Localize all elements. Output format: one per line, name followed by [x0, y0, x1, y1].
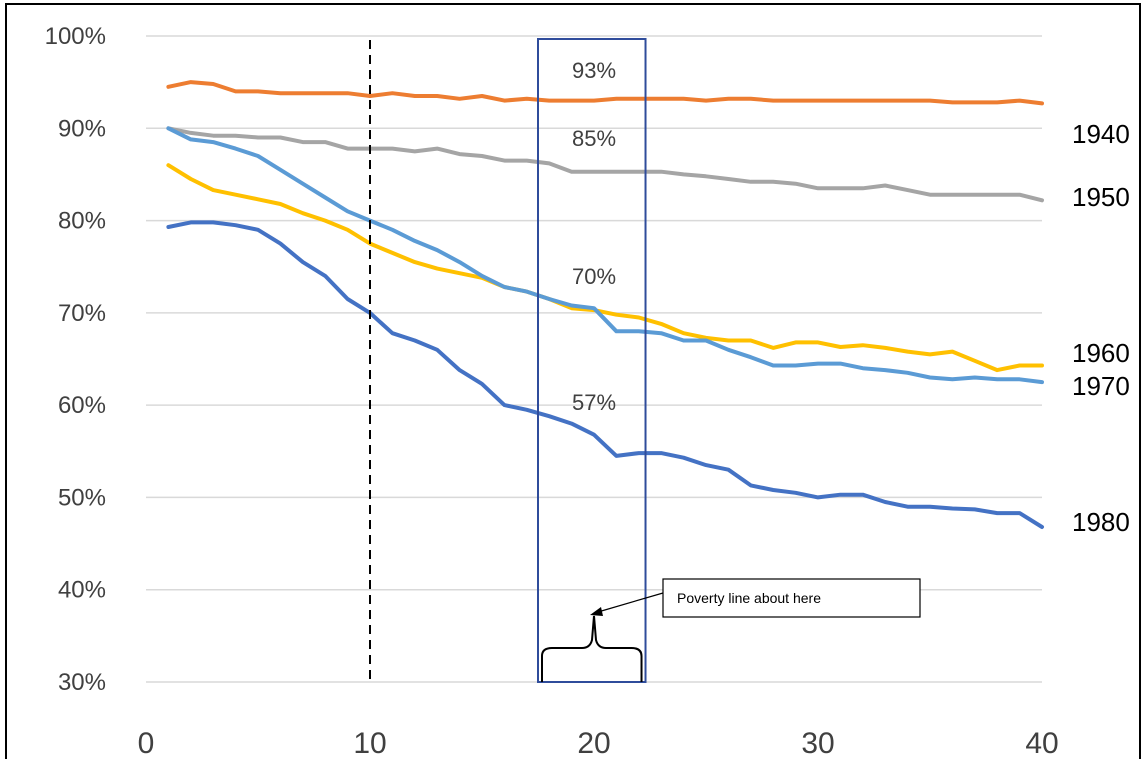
y-tick-label: 100% [45, 23, 106, 50]
value-callout: 93% [572, 58, 616, 83]
value-callout: 85% [572, 126, 616, 151]
series-line-1940 [166, 80, 1044, 106]
series-lines [166, 80, 1044, 529]
series-line-1970 [166, 126, 1044, 385]
x-tick-label: 40 [1025, 727, 1058, 759]
series-line-1960 [166, 163, 1044, 373]
x-tick-label: 20 [577, 727, 610, 759]
annotation-text: Poverty line about here [677, 590, 821, 606]
gridlines [146, 35, 1042, 683]
x-tick-label: 0 [138, 727, 155, 759]
y-tick-label: 80% [58, 208, 106, 235]
y-tick-label: 40% [58, 577, 106, 604]
series-line-1950 [166, 126, 1044, 203]
brace-shape [541, 615, 643, 682]
y-axis-ticks: 30% 40% 50% 60% 70% 80% 90% 100% [45, 23, 106, 696]
annotation-arrow [597, 592, 664, 613]
x-axis-ticks: 0 10 20 30 40 [138, 727, 1059, 759]
value-callout: 70% [572, 264, 616, 289]
series-label-1970: 1970 [1072, 371, 1130, 401]
y-tick-label: 90% [58, 115, 106, 142]
value-callouts: 93% 85% 70% 57% [572, 58, 616, 415]
series-line-1980 [166, 220, 1044, 529]
x-tick-label: 10 [353, 727, 386, 759]
y-tick-label: 30% [58, 669, 106, 696]
value-callout: 57% [572, 390, 616, 415]
annotation-box [662, 578, 921, 618]
y-tick-label: 70% [58, 300, 106, 327]
y-tick-label: 60% [58, 392, 106, 419]
series-label-1960: 1960 [1072, 338, 1130, 368]
arrow-head [590, 607, 603, 616]
highlight-box [537, 38, 647, 683]
y-tick-label: 50% [58, 484, 106, 511]
series-label-1950: 1950 [1072, 182, 1130, 212]
series-label-1980: 1980 [1072, 507, 1130, 537]
chart-frame [5, 3, 1141, 759]
x-tick-label: 30 [801, 727, 834, 759]
series-label-1940: 1940 [1072, 119, 1130, 149]
